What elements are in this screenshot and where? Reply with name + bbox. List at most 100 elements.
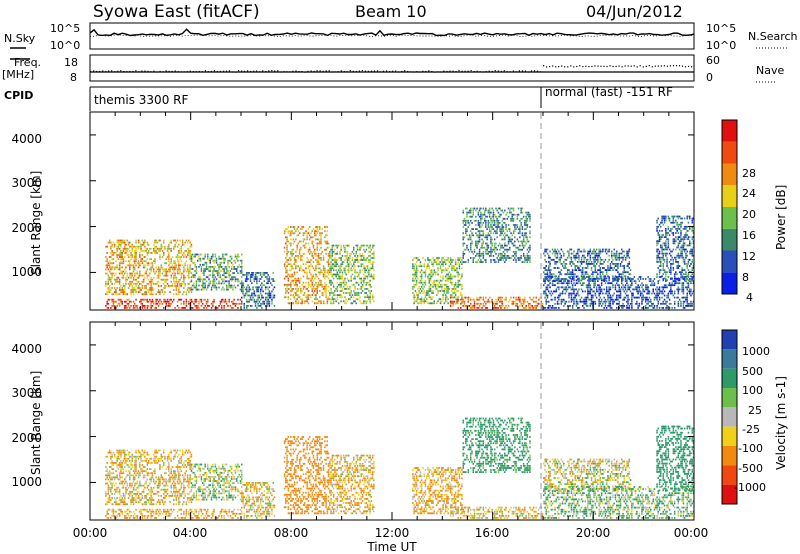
power-echo-cell: [165, 300, 167, 303]
power-echo-cell: [336, 294, 339, 296]
power-echo-cell: [168, 254, 170, 256]
power-echo-cell: [156, 302, 159, 305]
power-echo-cell: [529, 302, 531, 305]
nave-point: [183, 71, 185, 73]
power-echo-cell: [618, 254, 620, 257]
power-echo-cell: [165, 285, 167, 287]
power-echo-cell: [493, 230, 496, 233]
power-echo-cell: [500, 298, 502, 301]
power-echo-cell: [526, 224, 529, 226]
power-echo-cell: [600, 305, 603, 307]
power-echo-cell: [624, 286, 627, 289]
power-echo-cell: [468, 250, 471, 253]
power-echo-cell: [312, 292, 315, 294]
power-echo-cell: [524, 257, 526, 259]
power-echo-cell: [183, 278, 185, 281]
nave-point: [310, 70, 312, 72]
power-echo-cell: [156, 291, 159, 293]
power-echo-cell: [478, 238, 481, 241]
power-echo-cell: [180, 272, 183, 275]
power-echo-cell: [288, 234, 291, 237]
power-echo-cell: [296, 271, 298, 274]
power-echo-cell: [447, 279, 449, 282]
power-echo-cell: [173, 298, 175, 301]
power-echo-cell: [334, 257, 336, 259]
nave-point: [395, 70, 397, 72]
power-echo-cell: [432, 273, 434, 276]
power-echo-cell: [506, 257, 508, 259]
power-echo-cell: [561, 286, 564, 289]
power-echo-cell: [483, 236, 486, 239]
power-echo-cell: [478, 252, 481, 255]
power-echo-cell: [499, 222, 501, 224]
power-echo-cell: [521, 217, 524, 220]
power-echo-cell: [225, 302, 228, 305]
power-echo-cell: [267, 298, 269, 301]
power-echo-cell: [254, 274, 257, 276]
power-echo-cell: [191, 284, 194, 287]
power-echo-cell: [363, 281, 365, 284]
power-echo-cell: [477, 252, 480, 255]
power-echo-cell: [516, 302, 519, 305]
power-echo-cell: [147, 243, 150, 246]
power-echo-cell: [462, 226, 464, 228]
power-echo-cell: [574, 265, 576, 267]
power-echo-cell: [107, 302, 110, 305]
power-echo-cell: [582, 269, 584, 271]
power-echo-cell: [215, 282, 218, 285]
nave-point: [102, 70, 104, 72]
power-echo-cell: [150, 276, 152, 279]
power-echo-cell: [161, 272, 164, 275]
power-echo-cell: [300, 259, 302, 261]
power-echo-cell: [331, 298, 334, 301]
power-echo-cell: [575, 276, 578, 278]
power-echo-cell: [568, 252, 570, 255]
nave-point: [289, 71, 291, 73]
power-echo-cell: [118, 241, 121, 244]
power-echo-cell: [188, 287, 190, 289]
power-echo-cell: [573, 277, 575, 280]
power-echo-cell: [356, 271, 359, 274]
power-echo-cell: [312, 236, 315, 239]
power-echo-cell: [252, 288, 254, 291]
power-echo-cell: [225, 288, 228, 291]
power-echo-cell: [117, 239, 120, 242]
power-echo-cell: [237, 278, 239, 281]
power-echo-cell: [433, 279, 435, 282]
power-echo-cell: [111, 254, 113, 256]
power-echo-cell: [493, 213, 496, 216]
power-echo-cell: [121, 266, 123, 269]
power-echo-cell: [439, 300, 442, 303]
power-echo-cell: [125, 300, 127, 303]
power-echo-cell: [290, 285, 292, 288]
power-echo-cell: [113, 305, 116, 307]
power-echo-cell: [612, 300, 614, 303]
nave-series: [90, 65, 693, 73]
power-echo-cell: [634, 280, 637, 282]
power-echo-cell: [111, 258, 113, 260]
power-echo-cell: [195, 284, 198, 287]
power-echo-cell: [616, 290, 618, 293]
power-echo-cell: [223, 305, 225, 307]
power-echo-cell: [590, 252, 593, 255]
power-echo-cell: [616, 277, 618, 280]
power-echo-cell: [507, 238, 510, 241]
power-echo-cell: [358, 275, 360, 278]
power-echo-cell: [317, 226, 320, 228]
power-echo-cell: [583, 258, 585, 261]
power-echo-cell: [529, 257, 531, 259]
power-echo-cell: [150, 270, 152, 273]
power-echo-cell: [522, 238, 525, 241]
power-echo-cell: [258, 300, 261, 303]
power-echo-cell: [222, 253, 224, 256]
power-echo-cell: [514, 257, 516, 259]
power-echo-cell: [121, 241, 123, 244]
power-echo-cell: [575, 265, 578, 267]
power-echo-cell: [317, 285, 320, 288]
power-echo-cell: [622, 258, 624, 261]
power-echo-cell: [330, 271, 332, 274]
power-echo-cell: [478, 224, 481, 226]
power-echo-cell: [341, 273, 344, 276]
power-echo-cell: [232, 288, 234, 291]
nave-point: [684, 66, 687, 68]
